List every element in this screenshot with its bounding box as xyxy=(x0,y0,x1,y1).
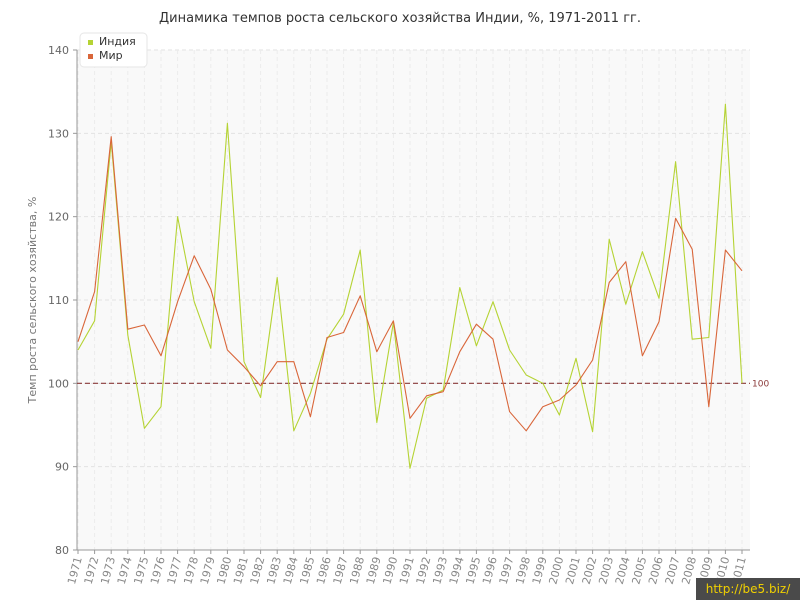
y-tick-label-140: 140 xyxy=(48,44,69,57)
reference-line-100: 100 xyxy=(77,379,769,389)
y-tick-label-130: 130 xyxy=(48,127,69,140)
legend-label-0: Индия xyxy=(99,35,136,48)
x-axis-ticks: 1971197219731974197519761977197819791980… xyxy=(65,550,749,586)
y-tick-label-90: 90 xyxy=(55,461,69,474)
y-axis-ticks: 80 90 100 110 120 130 140 xyxy=(48,44,77,557)
legend-swatch-1 xyxy=(88,54,93,59)
series-lines xyxy=(77,103,743,469)
series-line-world xyxy=(77,136,743,432)
chart-title: Динамика темпов роста сельского хозяйств… xyxy=(159,11,641,26)
legend-label-1: Мир xyxy=(99,49,123,62)
y-axis-label: Темп роста сельского хозяйства, % xyxy=(26,197,39,405)
watermark[interactable]: http://be5.biz/ xyxy=(696,578,800,600)
y-tick-label-100: 100 xyxy=(48,377,69,390)
series-line-india xyxy=(77,103,743,469)
legend-swatch-0 xyxy=(88,40,93,45)
y-tick-label-110: 110 xyxy=(48,294,69,307)
reference-line-label: 100 xyxy=(752,379,769,389)
y-tick-label-80: 80 xyxy=(55,544,69,557)
y-tick-label-120: 120 xyxy=(48,211,69,224)
legend-box xyxy=(79,32,148,68)
